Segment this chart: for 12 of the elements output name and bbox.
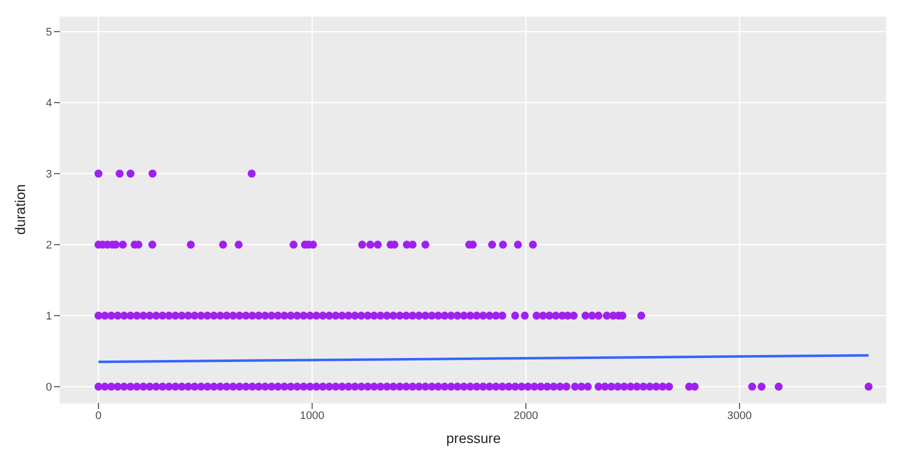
x-tick-label: 3000 (727, 410, 752, 422)
x-axis-title: pressure (446, 430, 501, 446)
x-tick-label: 0 (95, 410, 102, 422)
y-tick-label: 0 (46, 382, 52, 394)
y-tick-label: 4 (46, 98, 52, 110)
y-tick-label: 1 (46, 310, 52, 323)
x-tick-label: 1000 (300, 410, 324, 422)
y-axis-title: duration (12, 184, 28, 235)
y-tick-label: 5 (46, 26, 52, 39)
y-tick-label: 2 (46, 240, 52, 252)
y-tick-label: 3 (46, 168, 52, 181)
x-tick-label: 2000 (514, 410, 538, 422)
